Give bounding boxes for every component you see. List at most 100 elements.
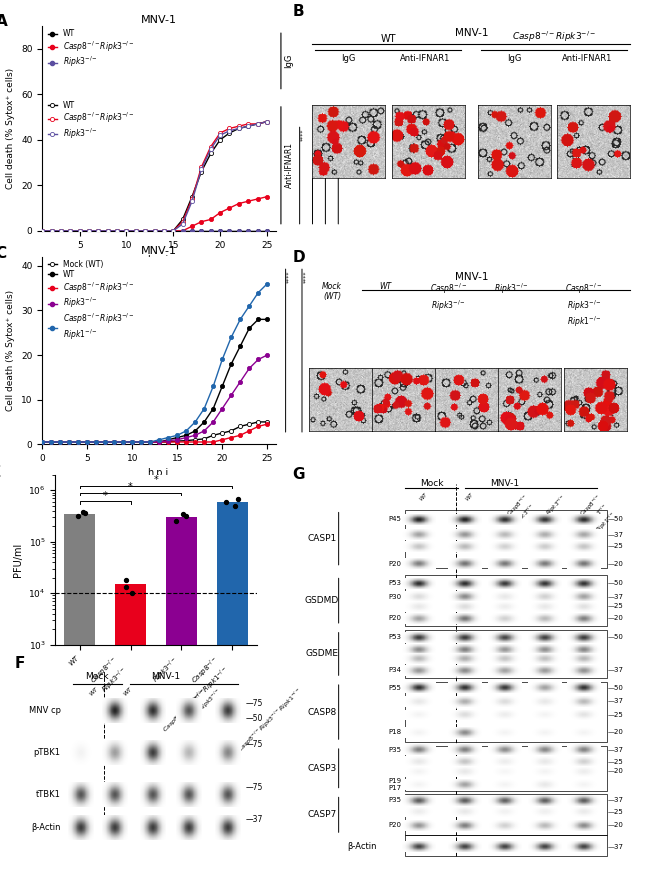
Text: CASP3: CASP3 — [307, 764, 337, 773]
Text: —20: —20 — [607, 729, 623, 735]
Text: P20: P20 — [389, 615, 402, 621]
Bar — [166, 517, 197, 871]
Text: ****: **** — [326, 128, 332, 141]
Title: MNV-1: MNV-1 — [141, 16, 177, 25]
Text: $Casp8^{-/-}$
$Ripk3^{-/-}$: $Casp8^{-/-}$ $Ripk3^{-/-}$ — [430, 281, 467, 313]
Text: P53: P53 — [389, 634, 402, 640]
Text: B: B — [292, 4, 304, 19]
Text: —75: —75 — [246, 740, 263, 749]
Y-axis label: Cell death (% Sytox⁺ cells): Cell death (% Sytox⁺ cells) — [6, 290, 16, 411]
Text: —50: —50 — [607, 685, 623, 691]
Text: —50: —50 — [246, 713, 263, 723]
Text: ****: **** — [301, 128, 305, 141]
Bar — [405, 510, 607, 568]
Text: —37: —37 — [607, 594, 623, 600]
Point — [221, 496, 231, 510]
Text: —37: —37 — [607, 532, 623, 537]
Text: A: A — [0, 14, 7, 29]
Bar — [115, 584, 146, 871]
Text: WT: WT — [122, 686, 133, 697]
Bar — [405, 630, 607, 679]
Text: β-Actin: β-Actin — [31, 822, 60, 832]
Text: P19
P17: P19 P17 — [389, 779, 402, 791]
Text: E: E — [0, 464, 1, 480]
Legend: WT, $Casp8^{-/-}Ripk3^{-/-}$, $Ripk3^{-/-}$: WT, $Casp8^{-/-}Ripk3^{-/-}$, $Ripk3^{-/… — [45, 98, 138, 144]
Text: $Casp8^{-/-}$$Ripk3^{-/-}Ripk1^{-/-}$: $Casp8^{-/-}$$Ripk3^{-/-}Ripk1^{-/-}$ — [235, 686, 304, 755]
Text: ****: **** — [314, 128, 318, 141]
Text: $Ripk3^{-/-}$: $Ripk3^{-/-}$ — [544, 492, 569, 517]
Text: P18: P18 — [389, 729, 402, 735]
Text: —20: —20 — [607, 768, 623, 774]
Text: $Casp8^{-/-}$
$Ripk3^{-/-}$
$Ripk1^{-/-}$: $Casp8^{-/-}$ $Ripk3^{-/-}$ $Ripk1^{-/-}… — [566, 281, 603, 329]
Text: F: F — [14, 656, 25, 671]
Bar — [64, 514, 95, 871]
Text: —50: —50 — [607, 517, 623, 523]
Text: P35: P35 — [389, 797, 402, 803]
Text: —50: —50 — [607, 634, 623, 640]
Point — [233, 492, 243, 506]
Text: MNV-1: MNV-1 — [454, 29, 488, 38]
Text: *: * — [103, 490, 107, 501]
Text: $Casp8^{-/-}Ripk3^{-/-}$: $Casp8^{-/-}Ripk3^{-/-}$ — [512, 29, 596, 44]
Text: P55: P55 — [389, 685, 402, 691]
Bar — [405, 682, 607, 742]
Text: —25: —25 — [607, 809, 623, 815]
Point — [181, 510, 191, 523]
Text: *: * — [153, 476, 159, 485]
Text: —20: —20 — [607, 561, 623, 567]
Text: $Ripk3^{-/-}$: $Ripk3^{-/-}$ — [197, 686, 224, 713]
Text: MNV-1: MNV-1 — [151, 672, 181, 680]
Text: —37: —37 — [607, 699, 623, 705]
Text: $Casp8^{-/-}$$Ripk3^{-/-}$: $Casp8^{-/-}$$Ripk3^{-/-}$ — [161, 686, 210, 735]
Y-axis label: PFU/ml: PFU/ml — [13, 543, 23, 577]
Bar — [405, 576, 607, 626]
Text: —37: —37 — [607, 844, 623, 850]
Text: P20: P20 — [389, 822, 402, 828]
Text: Mock: Mock — [420, 478, 443, 488]
Text: —37: —37 — [607, 747, 623, 753]
Text: IgG: IgG — [341, 54, 356, 64]
Text: Mock: Mock — [85, 672, 109, 680]
Text: —25: —25 — [607, 604, 623, 610]
Text: —37: —37 — [607, 667, 623, 673]
Point — [80, 506, 90, 520]
Text: P30: P30 — [389, 594, 402, 600]
Text: $Ripk3^{-/-}$: $Ripk3^{-/-}$ — [493, 281, 528, 296]
Text: Anti-IFNAR1: Anti-IFNAR1 — [562, 54, 612, 64]
X-axis label: h.p.i.: h.p.i. — [147, 255, 172, 265]
Text: P53: P53 — [389, 580, 402, 586]
Bar — [405, 794, 607, 835]
Text: P45: P45 — [389, 517, 402, 523]
Text: CASP7: CASP7 — [307, 810, 337, 820]
Title: MNV-1: MNV-1 — [141, 246, 177, 256]
Legend: Mock (WT), WT, $Casp8^{-/-}Ripk3^{-/-}$, $Ripk3^{-/-}$, $Casp8^{-/-}Ripk3^{-/-}$: Mock (WT), WT, $Casp8^{-/-}Ripk3^{-/-}$,… — [45, 257, 138, 345]
Text: ****: **** — [339, 128, 344, 141]
Text: P20: P20 — [389, 561, 402, 567]
Text: $Casp8^{-/-}$
$Ripk3^{-/-}$
$Ripk1^{-/-}$: $Casp8^{-/-}$ $Ripk3^{-/-}$ $Ripk1^{-/-}… — [577, 492, 620, 535]
Text: —37: —37 — [246, 815, 263, 824]
Text: tTBK1: tTBK1 — [36, 790, 60, 800]
Point — [73, 509, 83, 523]
Text: IgG: IgG — [507, 54, 521, 64]
Bar — [405, 835, 607, 856]
Point — [171, 514, 181, 528]
Text: ****: **** — [287, 270, 292, 282]
Text: GSDME: GSDME — [306, 650, 339, 658]
Text: —25: —25 — [607, 759, 623, 765]
Point — [229, 499, 240, 513]
Point — [77, 505, 88, 519]
Text: GSDMD: GSDMD — [305, 596, 339, 605]
Text: MNV-1: MNV-1 — [454, 272, 488, 281]
Text: β-Actin: β-Actin — [347, 842, 376, 851]
Text: WT: WT — [381, 34, 396, 44]
Point — [121, 573, 131, 587]
Bar — [405, 746, 607, 791]
Point — [121, 580, 131, 594]
Text: MNV cp: MNV cp — [29, 706, 60, 715]
Text: Anti-IFNAR1: Anti-IFNAR1 — [400, 54, 450, 64]
Text: Mock
(WT): Mock (WT) — [322, 281, 342, 301]
Text: G: G — [292, 467, 305, 482]
Text: —20: —20 — [607, 822, 623, 828]
Text: P34: P34 — [389, 667, 402, 673]
Point — [127, 586, 137, 600]
